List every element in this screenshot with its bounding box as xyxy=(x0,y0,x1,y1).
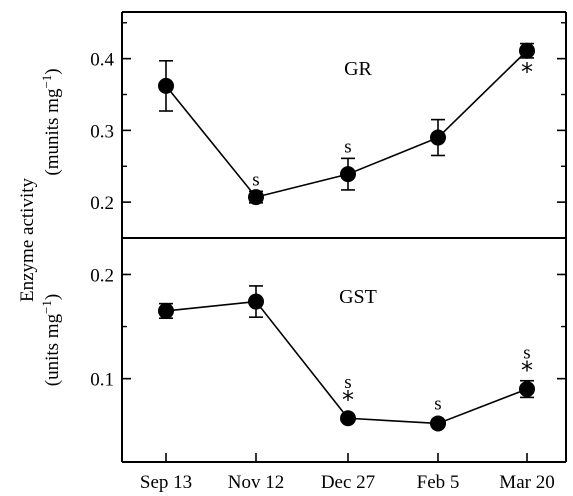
gst-panel-label: GST xyxy=(339,286,377,308)
gr-annotation-s: s xyxy=(252,169,259,190)
gr-panel-label: GR xyxy=(344,58,372,80)
gr-annotation-star: * xyxy=(521,58,533,86)
x-tick-label: Feb 5 xyxy=(417,472,460,493)
gr-ytick-label: 0.4 xyxy=(90,50,114,71)
y-axis-title: Enzyme activity (munits mg−1) (units mg−… xyxy=(17,68,63,386)
y-unit-top-suffix: ) xyxy=(42,68,63,74)
y-unit-top-prefix: (munits mg xyxy=(42,88,63,176)
y-axis-unit-bottom: (units mg−1) xyxy=(39,294,64,386)
gst-annotation-s: s xyxy=(523,343,530,364)
y-unit-bottom-exp: −1 xyxy=(39,300,54,314)
y-axis-title-main: Enzyme activity xyxy=(17,178,38,302)
x-tick-label: Dec 27 xyxy=(321,472,375,493)
gr-data-point xyxy=(158,77,174,94)
gst-data-point xyxy=(340,410,356,427)
gr-data-point xyxy=(248,189,264,206)
y-axis-unit-top: (munits mg−1) xyxy=(39,68,64,175)
gr-panel: 0.2 0.3 0.4 GR s s * xyxy=(90,22,566,214)
x-tick-label: Sep 13 xyxy=(140,472,192,493)
y-unit-bottom-suffix: ) xyxy=(42,294,63,300)
gst-annotation-s: s xyxy=(344,372,351,393)
gst-ytick-label: 0.2 xyxy=(90,265,114,286)
gst-data-point xyxy=(519,381,535,398)
gr-data-point xyxy=(340,166,356,183)
gst-data-point xyxy=(430,415,446,432)
gst-annotation-star: * xyxy=(342,386,354,414)
y-unit-top-exp: −1 xyxy=(39,75,54,89)
gst-ytick-label: 0.1 xyxy=(90,370,114,391)
gst-data-point xyxy=(158,302,174,319)
gr-ytick-label: 0.3 xyxy=(90,121,114,142)
x-tick-label: Nov 12 xyxy=(228,472,284,493)
gst-data-point xyxy=(248,293,264,310)
x-axis: Sep 13 Nov 12 Dec 27 Feb 5 Mar 20 xyxy=(140,453,555,493)
plot-frame xyxy=(121,11,567,463)
gr-data-point xyxy=(519,42,535,59)
gst-annotation-s: s xyxy=(434,393,441,414)
x-tick-label: Mar 20 xyxy=(499,472,554,493)
gr-ytick-label: 0.2 xyxy=(90,193,114,214)
gst-annotation-star: * xyxy=(521,357,533,385)
gr-annotation-s: s xyxy=(344,136,351,157)
y-unit-bottom-prefix: (units mg xyxy=(42,313,63,386)
gr-data-point xyxy=(430,129,446,146)
